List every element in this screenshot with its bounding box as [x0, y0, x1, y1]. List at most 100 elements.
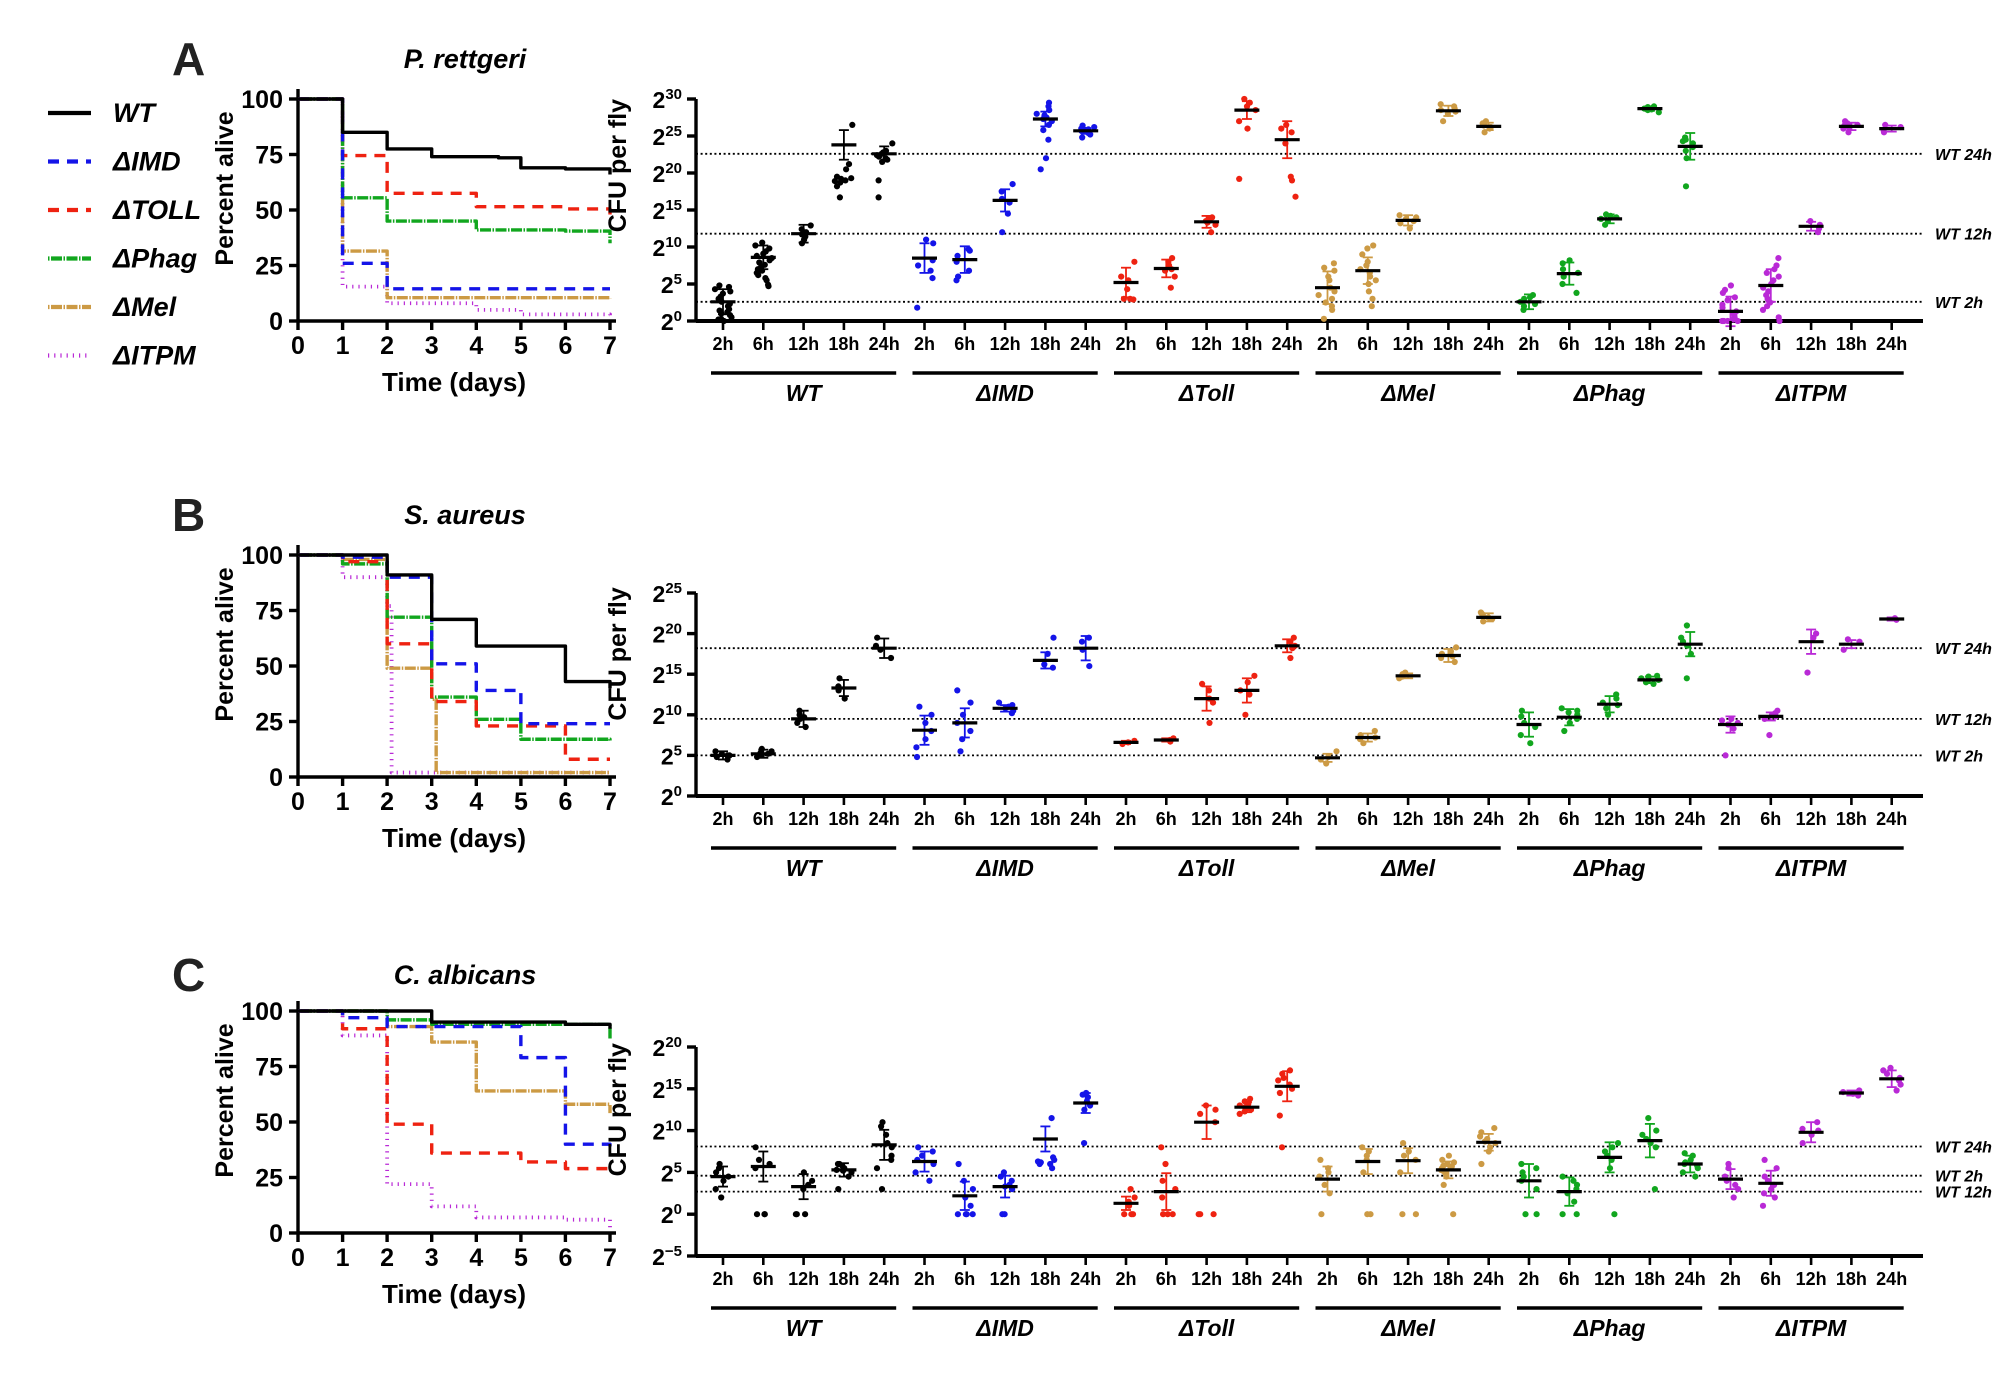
svg-text:50: 50	[255, 653, 283, 681]
svg-text:CFU per fly: CFU per fly	[604, 1043, 632, 1176]
svg-text:18h: 18h	[1634, 334, 1665, 354]
svg-text:24h: 24h	[1070, 1269, 1101, 1289]
svg-text:6h: 6h	[1559, 809, 1580, 829]
svg-text:18h: 18h	[828, 334, 859, 354]
svg-text:24h: 24h	[1272, 1269, 1303, 1289]
svg-text:Time (days): Time (days)	[382, 823, 526, 853]
svg-text:12h: 12h	[990, 334, 1021, 354]
svg-text:6h: 6h	[954, 334, 975, 354]
svg-text:WT 24h: WT 24h	[1935, 641, 1992, 658]
svg-text:12h: 12h	[788, 1269, 819, 1289]
svg-text:3: 3	[425, 1244, 439, 1272]
svg-text:24h: 24h	[869, 334, 900, 354]
svg-text:ΔMel: ΔMel	[1380, 855, 1435, 881]
svg-text:Percent alive: Percent alive	[211, 111, 239, 265]
svg-text:2h: 2h	[1115, 1269, 1136, 1289]
svg-text:1: 1	[336, 1244, 350, 1272]
svg-text:18h: 18h	[1433, 809, 1464, 829]
svg-text:WT 24h: WT 24h	[1935, 1140, 1992, 1157]
svg-text:2h: 2h	[712, 1269, 733, 1289]
svg-text:12h: 12h	[1191, 1269, 1222, 1289]
svg-text:6h: 6h	[954, 809, 975, 829]
svg-text:24h: 24h	[869, 1269, 900, 1289]
svg-text:ΔPhag: ΔPhag	[112, 244, 198, 274]
svg-text:0: 0	[291, 788, 305, 816]
svg-text:25: 25	[255, 709, 283, 737]
svg-text:24h: 24h	[869, 809, 900, 829]
svg-text:S. aureus: S. aureus	[404, 500, 526, 530]
svg-text:24h: 24h	[1473, 334, 1504, 354]
svg-text:2h: 2h	[1720, 1269, 1741, 1289]
svg-text:12h: 12h	[1594, 1269, 1625, 1289]
svg-text:Percent alive: Percent alive	[211, 1023, 239, 1177]
svg-text:100: 100	[241, 86, 283, 114]
svg-text:6h: 6h	[1760, 809, 1781, 829]
svg-text:18h: 18h	[1634, 1269, 1665, 1289]
svg-text:100: 100	[241, 542, 283, 570]
svg-text:18h: 18h	[1231, 809, 1262, 829]
svg-text:ΔPhag: ΔPhag	[1573, 855, 1646, 881]
svg-text:24h: 24h	[1675, 809, 1706, 829]
svg-text:18h: 18h	[1836, 334, 1867, 354]
svg-text:ΔToll: ΔToll	[1178, 855, 1235, 881]
svg-text:ΔPhag: ΔPhag	[1573, 1315, 1646, 1341]
svg-text:12h: 12h	[1594, 809, 1625, 829]
svg-text:ΔPhag: ΔPhag	[1573, 380, 1646, 406]
svg-text:24h: 24h	[1876, 809, 1907, 829]
svg-text:WT 2h: WT 2h	[1935, 1169, 1983, 1186]
svg-text:WT: WT	[786, 855, 824, 881]
svg-text:6h: 6h	[1357, 809, 1378, 829]
svg-text:Percent alive: Percent alive	[211, 567, 239, 721]
svg-text:2h: 2h	[1317, 809, 1338, 829]
svg-text:18h: 18h	[1433, 334, 1464, 354]
svg-text:6h: 6h	[1156, 809, 1177, 829]
svg-text:12h: 12h	[990, 1269, 1021, 1289]
svg-text:12h: 12h	[1594, 334, 1625, 354]
svg-text:12h: 12h	[1393, 1269, 1424, 1289]
svg-text:6h: 6h	[1357, 1269, 1378, 1289]
svg-text:A: A	[172, 33, 205, 85]
svg-text:12h: 12h	[990, 809, 1021, 829]
svg-text:6h: 6h	[753, 334, 774, 354]
svg-text:ΔITPM: ΔITPM	[1775, 855, 1847, 881]
svg-text:12h: 12h	[1393, 334, 1424, 354]
svg-text:6h: 6h	[1559, 1269, 1580, 1289]
svg-text:6h: 6h	[1760, 1269, 1781, 1289]
svg-text:25: 25	[255, 1165, 283, 1193]
svg-text:0: 0	[291, 1244, 305, 1272]
svg-text:2h: 2h	[1317, 1269, 1338, 1289]
svg-text:18h: 18h	[1030, 809, 1061, 829]
svg-text:7: 7	[603, 788, 617, 816]
svg-text:WT: WT	[786, 380, 824, 406]
svg-text:Time (days): Time (days)	[382, 367, 526, 397]
svg-text:7: 7	[603, 1244, 617, 1272]
svg-text:WT 12h: WT 12h	[1935, 227, 1992, 244]
svg-text:6h: 6h	[1156, 334, 1177, 354]
svg-text:CFU per fly: CFU per fly	[604, 99, 632, 232]
svg-text:24h: 24h	[1675, 334, 1706, 354]
svg-text:ΔTOLL: ΔTOLL	[112, 195, 201, 225]
svg-text:ΔIMD: ΔIMD	[975, 1315, 1034, 1341]
svg-text:WT 24h: WT 24h	[1935, 147, 1992, 164]
svg-text:25: 25	[255, 253, 283, 281]
svg-text:WT 2h: WT 2h	[1935, 748, 1983, 765]
svg-text:0: 0	[291, 332, 305, 360]
svg-text:2h: 2h	[1518, 1269, 1539, 1289]
svg-text:2h: 2h	[1115, 809, 1136, 829]
svg-text:6h: 6h	[1156, 1269, 1177, 1289]
svg-text:12h: 12h	[1796, 809, 1827, 829]
svg-text:0: 0	[269, 308, 283, 336]
svg-text:50: 50	[255, 197, 283, 225]
svg-text:6h: 6h	[1559, 334, 1580, 354]
svg-text:6: 6	[558, 1244, 572, 1272]
svg-text:18h: 18h	[1836, 809, 1867, 829]
svg-text:2h: 2h	[1518, 334, 1539, 354]
svg-text:18h: 18h	[1030, 1269, 1061, 1289]
svg-text:C: C	[172, 949, 205, 1001]
svg-text:24h: 24h	[1272, 334, 1303, 354]
svg-text:75: 75	[255, 142, 283, 170]
svg-text:12h: 12h	[788, 334, 819, 354]
svg-text:1: 1	[336, 332, 350, 360]
svg-text:ΔMel: ΔMel	[1380, 380, 1435, 406]
svg-text:24h: 24h	[1876, 1269, 1907, 1289]
